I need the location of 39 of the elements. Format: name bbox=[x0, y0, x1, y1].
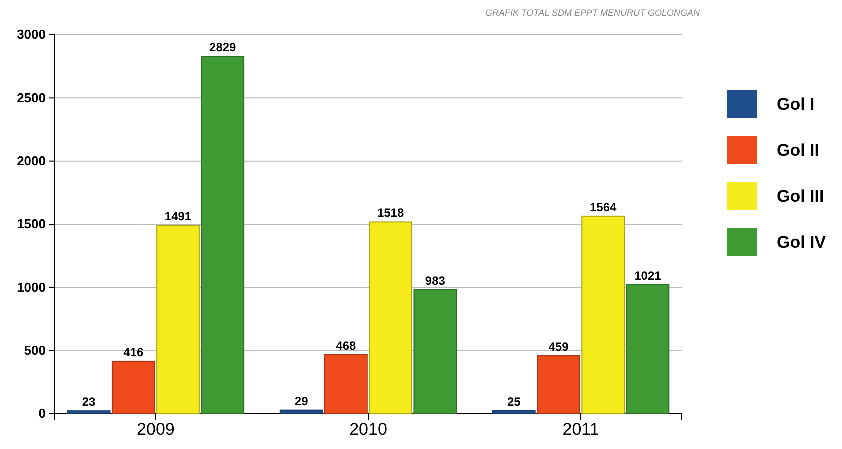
data-label: 416 bbox=[124, 345, 144, 360]
x-tick-label: 2010 bbox=[350, 420, 388, 440]
y-tick-label: 0 bbox=[38, 406, 46, 422]
data-label: 1491 bbox=[164, 210, 192, 224]
y-tick-label: 1000 bbox=[17, 280, 46, 295]
bar bbox=[626, 284, 670, 414]
data-label: 2829 bbox=[210, 40, 237, 55]
bar bbox=[582, 216, 626, 414]
bar bbox=[492, 410, 536, 414]
bar bbox=[201, 56, 245, 414]
data-label: 25 bbox=[507, 394, 522, 409]
bar bbox=[324, 354, 368, 414]
y-tick-label: 3000 bbox=[17, 27, 46, 42]
bar bbox=[537, 356, 580, 414]
data-label: 1518 bbox=[377, 206, 404, 220]
legend-label: Gol I bbox=[777, 95, 815, 114]
data-label: 23 bbox=[82, 395, 96, 410]
y-tick-label: 2000 bbox=[17, 153, 46, 168]
bar bbox=[414, 289, 458, 414]
y-tick-label: 500 bbox=[24, 342, 46, 358]
y-tick-label: 1500 bbox=[17, 216, 46, 232]
bar bbox=[369, 222, 412, 414]
legend-label: Gol III bbox=[777, 187, 824, 206]
data-label: 468 bbox=[336, 338, 357, 353]
bar bbox=[67, 410, 111, 414]
x-tick-label: 2009 bbox=[137, 420, 175, 440]
data-label: 983 bbox=[425, 274, 446, 288]
legend-label: Gol II bbox=[777, 141, 820, 160]
data-label: 29 bbox=[294, 394, 309, 408]
data-label: 459 bbox=[548, 340, 570, 354]
x-tick-label: 2011 bbox=[562, 420, 600, 440]
chart-title: GRAFIK TOTAL SDM EPPT MENURUT GOLONGAN bbox=[485, 8, 700, 18]
y-tick-label: 2500 bbox=[17, 90, 46, 106]
bar bbox=[280, 410, 324, 414]
data-label: 1564 bbox=[590, 200, 618, 214]
bar bbox=[112, 360, 156, 414]
data-label: 1021 bbox=[634, 269, 662, 284]
legend-label: Gol IV bbox=[777, 233, 827, 252]
bar bbox=[156, 225, 200, 414]
